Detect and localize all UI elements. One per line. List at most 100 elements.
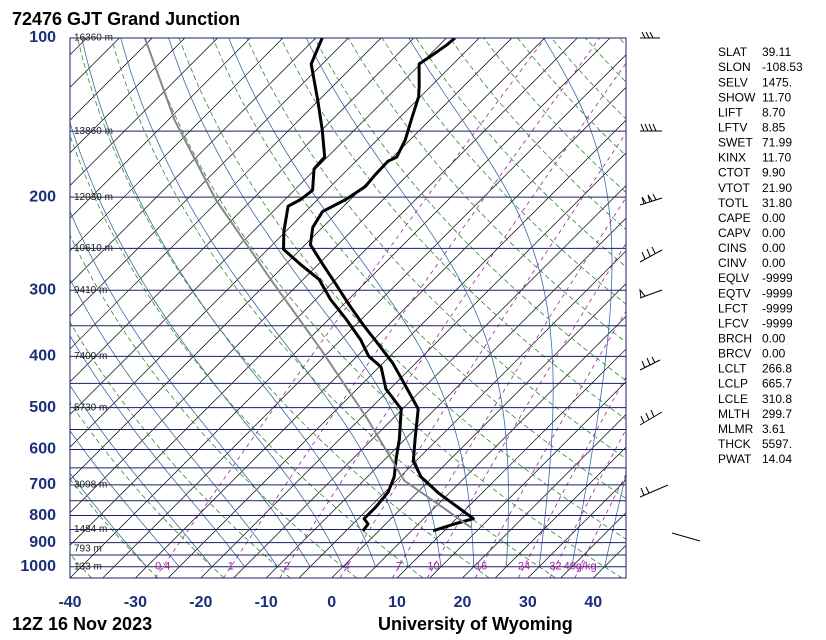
- y-tick-label: 1000: [20, 558, 56, 575]
- height-label: 13860 m: [74, 126, 113, 137]
- param-value: 39.11: [762, 45, 791, 59]
- mixing-ratio-label: 0.4: [155, 561, 170, 573]
- isotherm: [462, 413, 626, 578]
- param-value: -9999: [762, 301, 793, 315]
- height-label: 133 m: [74, 561, 102, 572]
- mixing-ratio-line: [279, 62, 626, 578]
- x-tick-label: 0: [327, 594, 336, 611]
- param-value: 11.70: [762, 151, 791, 165]
- mixing-ratio-label: 40g/kg: [564, 561, 597, 573]
- dry-adiabat: [212, 38, 626, 499]
- mixing-ratio-label: 2: [284, 561, 290, 573]
- mixing-ratio-label: 7: [396, 561, 402, 573]
- param-value: 14.04: [762, 452, 792, 466]
- isotherm: [70, 38, 87, 56]
- plot-area: [0, 38, 626, 578]
- y-tick-label: 900: [29, 534, 56, 551]
- param-value: 0.00: [762, 347, 786, 361]
- param-name: LCLP: [718, 377, 748, 391]
- mixing-ratio-label: 24: [518, 561, 530, 573]
- wind-barb: [640, 123, 662, 132]
- dry-adiabat: [70, 234, 358, 578]
- height-label: 10610 m: [74, 243, 113, 254]
- dry-adiabat: [70, 478, 159, 578]
- height-label: 12030 m: [74, 192, 113, 203]
- parcel-line: [143, 38, 472, 529]
- param-value: 5597.: [762, 437, 792, 451]
- y-tick-label: 800: [29, 507, 56, 524]
- isotherm: [70, 38, 284, 252]
- station-parameters: SLAT 39.11 SLON -108.53 SELV 1475. SHOW 11.70 LI…: [718, 45, 803, 466]
- param-value: 0.00: [762, 256, 786, 270]
- height-label: 793 m: [74, 544, 102, 555]
- wind-barb: [639, 484, 669, 498]
- isotherm: [70, 38, 578, 546]
- param-name: CAPV: [718, 226, 751, 240]
- x-tick-label: -20: [189, 594, 212, 611]
- param-name: VTOT: [718, 181, 750, 195]
- height-label: 3098 m: [74, 480, 107, 491]
- y-tick-label: 300: [29, 282, 56, 299]
- param-value: 8.85: [762, 121, 786, 135]
- dry-adiabat: [144, 38, 623, 578]
- param-name: CTOT: [718, 166, 751, 180]
- isotherm: [396, 348, 626, 578]
- dry-adiabat: [314, 38, 626, 382]
- param-name: EQLV: [718, 271, 749, 285]
- param-value: 665.7: [762, 377, 792, 391]
- profile-line: [282, 38, 403, 532]
- height-label: 9410 m: [74, 285, 107, 296]
- param-value: -9999: [762, 271, 793, 285]
- isotherm: [102, 54, 626, 578]
- isotherm: [135, 86, 626, 578]
- param-name: CAPE: [718, 211, 751, 225]
- x-tick-label: 30: [519, 594, 537, 611]
- isotherm: [70, 38, 186, 154]
- wind-barb: [640, 31, 660, 39]
- dry-adiabat: [381, 38, 626, 305]
- param-name: MLMR: [718, 422, 754, 436]
- isotherm: [167, 119, 626, 578]
- y-tick-label: 600: [29, 441, 56, 458]
- param-name: LIFT: [718, 105, 743, 119]
- dry-adiabat: [0, 38, 25, 578]
- param-value: 11.70: [762, 90, 791, 104]
- moist-adiabat: [604, 472, 626, 567]
- wind-barb: [639, 193, 663, 206]
- isotherm: [429, 381, 626, 578]
- dry-adiabat: [70, 134, 424, 578]
- dry-adiabat: [347, 38, 626, 343]
- mixing-ratio-label: 10: [427, 561, 439, 573]
- param-name: MLTH: [718, 407, 750, 421]
- profile-line: [308, 38, 475, 533]
- param-name: SELV: [718, 75, 748, 89]
- param-name: SHOW: [718, 90, 756, 104]
- param-name: EQTV: [718, 286, 751, 300]
- param-value: 9.90: [762, 166, 786, 180]
- mixing-ratio-line: [574, 473, 626, 578]
- y-tick-label: 400: [29, 348, 56, 365]
- mixing-ratio-label: 32: [549, 561, 561, 573]
- mixing-ratio-label: 1: [228, 561, 234, 573]
- wind-barbs: [639, 31, 701, 542]
- wind-barb: [671, 532, 701, 542]
- param-name: SWET: [718, 136, 753, 150]
- param-name: SLON: [718, 60, 751, 74]
- wind-barb: [639, 288, 663, 299]
- dry-adiabat: [70, 553, 92, 578]
- param-value: 0.00: [762, 211, 786, 225]
- param-value: 3.61: [762, 422, 786, 436]
- height-label: 7400 m: [74, 351, 107, 362]
- y-tick-label: 500: [29, 399, 56, 416]
- x-tick-label: 10: [388, 594, 406, 611]
- x-tick-label: -40: [58, 594, 81, 611]
- isotherm: [70, 38, 447, 415]
- footer-source: University of Wyoming: [378, 614, 573, 634]
- wind-barb: [639, 409, 663, 426]
- param-value: 8.70: [762, 105, 786, 119]
- mixing-ratio-line: [154, 38, 546, 578]
- isotherm: [70, 38, 251, 219]
- isotherm: [200, 152, 626, 578]
- isotherm: [70, 38, 382, 350]
- param-name: BRCH: [718, 332, 752, 346]
